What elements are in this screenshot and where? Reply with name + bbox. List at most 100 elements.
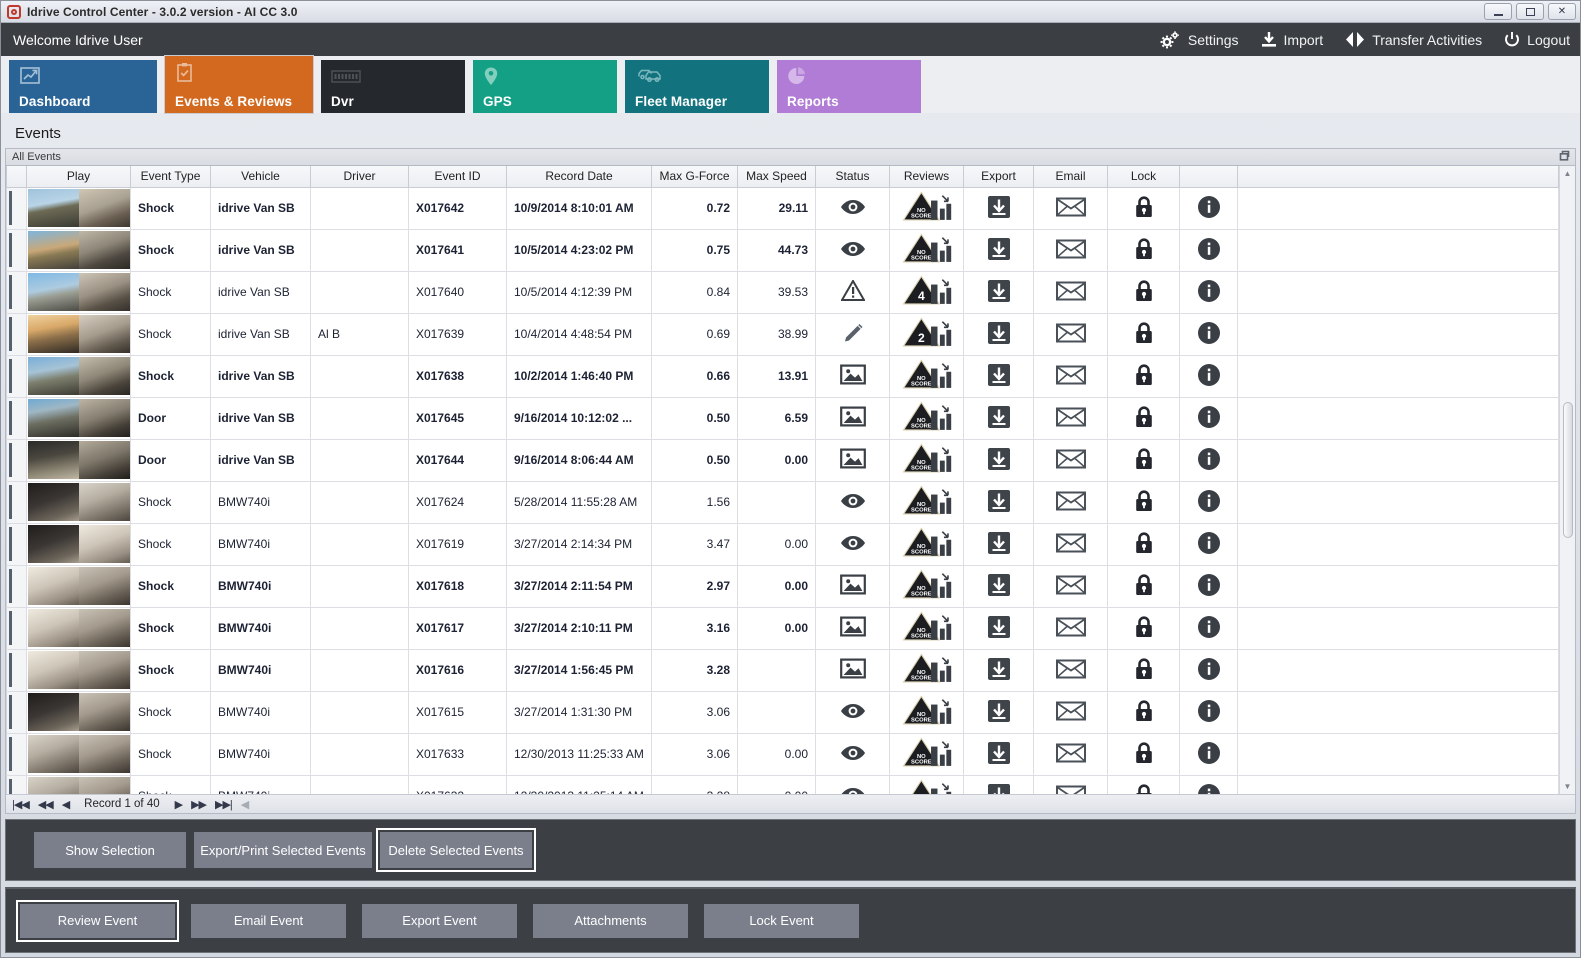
email-icon[interactable] <box>1033 312 1108 356</box>
lock-icon[interactable] <box>1107 732 1180 776</box>
eye-icon[interactable] <box>815 522 890 566</box>
email-icon[interactable] <box>1033 648 1108 692</box>
lock-icon[interactable] <box>1107 648 1180 692</box>
email-icon[interactable] <box>1033 774 1108 794</box>
lock-icon[interactable] <box>1107 354 1180 398</box>
email-icon[interactable] <box>1033 228 1108 272</box>
image-icon[interactable] <box>815 396 890 440</box>
row-selector[interactable] <box>6 606 27 650</box>
info-icon[interactable] <box>1179 564 1238 608</box>
tab-fleet-manager[interactable]: Fleet Manager <box>625 60 769 113</box>
info-icon[interactable] <box>1179 228 1238 272</box>
lock-icon[interactable] <box>1107 228 1180 272</box>
road-camera-thumbnail[interactable] <box>28 483 79 521</box>
table-row[interactable]: Shock BMW740i X017615 3/27/2014 1:31:30 PM 3… <box>6 690 1559 734</box>
tab-reports[interactable]: Reports <box>777 60 921 113</box>
info-icon[interactable] <box>1179 522 1238 566</box>
table-row[interactable]: Door idrive Van SB X017645 9/16/2014 10:12:… <box>6 396 1559 440</box>
review-event-button[interactable]: Review Event <box>16 899 179 942</box>
email-icon[interactable] <box>1033 564 1108 608</box>
lock-icon[interactable] <box>1107 438 1180 482</box>
column-header-select[interactable] <box>6 166 27 188</box>
info-icon[interactable] <box>1179 648 1238 692</box>
nav-next-page-button[interactable]: ▶▶ <box>191 798 207 811</box>
info-icon[interactable] <box>1179 732 1238 776</box>
play-thumbnails[interactable] <box>26 228 131 272</box>
row-selector[interactable] <box>6 228 27 272</box>
column-header-max-speed[interactable]: Max Speed <box>737 166 816 188</box>
row-selector[interactable] <box>6 690 27 734</box>
lock-icon[interactable] <box>1107 690 1180 734</box>
play-thumbnails[interactable] <box>26 732 131 776</box>
table-row[interactable]: Shock idrive Van SB X017638 10/2/2014 1:46:… <box>6 354 1559 398</box>
road-camera-thumbnail[interactable] <box>28 399 79 437</box>
attachments-button[interactable]: Attachments <box>533 903 688 938</box>
image-icon[interactable] <box>815 648 890 692</box>
tab-dashboard[interactable]: Dashboard <box>9 60 157 113</box>
row-selector[interactable] <box>6 354 27 398</box>
cabin-camera-thumbnail[interactable] <box>79 693 130 731</box>
transfer-activities-menu-item[interactable]: Transfer Activities <box>1345 31 1482 48</box>
column-header-event-type[interactable]: Event Type <box>130 166 211 188</box>
table-row[interactable]: Shock idrive Van SB X017642 10/9/2014 8:10:… <box>6 186 1559 230</box>
export-icon[interactable] <box>963 648 1034 692</box>
play-thumbnails[interactable] <box>26 648 131 692</box>
row-selector[interactable] <box>6 732 27 776</box>
info-icon[interactable] <box>1179 186 1238 230</box>
play-thumbnails[interactable] <box>26 522 131 566</box>
play-thumbnails[interactable] <box>26 186 131 230</box>
table-row[interactable]: Shock idrive Van SB Al B X017639 10/4/2014 4… <box>6 312 1559 356</box>
email-icon[interactable] <box>1033 480 1108 524</box>
road-camera-thumbnail[interactable] <box>28 609 79 647</box>
column-header-vehicle[interactable]: Vehicle <box>210 166 311 188</box>
image-icon[interactable] <box>815 438 890 482</box>
info-icon[interactable] <box>1179 354 1238 398</box>
column-header-info[interactable] <box>1179 166 1238 188</box>
export-icon[interactable] <box>963 564 1034 608</box>
maximize-button[interactable] <box>1516 3 1544 20</box>
table-row[interactable]: Shock BMW740i X017624 5/28/2014 11:55:28 AM… <box>6 480 1559 524</box>
road-camera-thumbnail[interactable] <box>28 693 79 731</box>
cabin-camera-thumbnail[interactable] <box>79 735 130 773</box>
column-header-email[interactable]: Email <box>1033 166 1108 188</box>
lock-icon[interactable] <box>1107 564 1180 608</box>
export-print-selected-events-button[interactable]: Export/Print Selected Events <box>194 832 372 868</box>
review-score-icon[interactable]: 4 <box>889 270 964 314</box>
play-thumbnails[interactable] <box>26 690 131 734</box>
info-icon[interactable] <box>1179 270 1238 314</box>
show-selection-button[interactable]: Show Selection <box>34 832 186 868</box>
lock-icon[interactable] <box>1107 480 1180 524</box>
column-header-reviews[interactable]: Reviews <box>889 166 964 188</box>
minimize-button[interactable] <box>1484 3 1512 20</box>
horizontal-scroll-left-arrow[interactable]: ◀ <box>240 798 250 811</box>
table-row[interactable]: Shock BMW740i X017618 3/27/2014 2:11:54 PM 2… <box>6 564 1559 608</box>
column-header-play[interactable]: Play <box>26 166 131 188</box>
road-camera-thumbnail[interactable] <box>28 357 79 395</box>
export-icon[interactable] <box>963 480 1034 524</box>
export-icon[interactable] <box>963 438 1034 482</box>
table-row[interactable]: Shock BMW740i X017616 3/27/2014 1:56:45 PM 3… <box>6 648 1559 692</box>
road-camera-thumbnail[interactable] <box>28 273 79 311</box>
cabin-camera-thumbnail[interactable] <box>79 441 130 479</box>
column-header-lock[interactable]: Lock <box>1107 166 1180 188</box>
lock-event-button[interactable]: Lock Event <box>704 903 859 938</box>
table-row[interactable]: Shock idrive Van SB X017640 10/5/2014 4:12:… <box>6 270 1559 314</box>
table-row[interactable]: Door idrive Van SB X017644 9/16/2014 8:06:4… <box>6 438 1559 482</box>
lock-icon[interactable] <box>1107 774 1180 794</box>
eye-icon[interactable] <box>815 774 890 794</box>
column-header-driver[interactable]: Driver <box>310 166 409 188</box>
table-row[interactable]: Shock BMW740i X017633 12/30/2013 11:25:33 A… <box>6 732 1559 776</box>
cabin-camera-thumbnail[interactable] <box>79 357 130 395</box>
row-selector[interactable] <box>6 396 27 440</box>
close-button[interactable]: ✕ <box>1548 3 1576 20</box>
export-icon[interactable] <box>963 396 1034 440</box>
play-thumbnails[interactable] <box>26 774 131 794</box>
lock-icon[interactable] <box>1107 270 1180 314</box>
scrollbar-thumb[interactable] <box>1563 402 1573 538</box>
column-header-event-id[interactable]: Event ID <box>408 166 507 188</box>
